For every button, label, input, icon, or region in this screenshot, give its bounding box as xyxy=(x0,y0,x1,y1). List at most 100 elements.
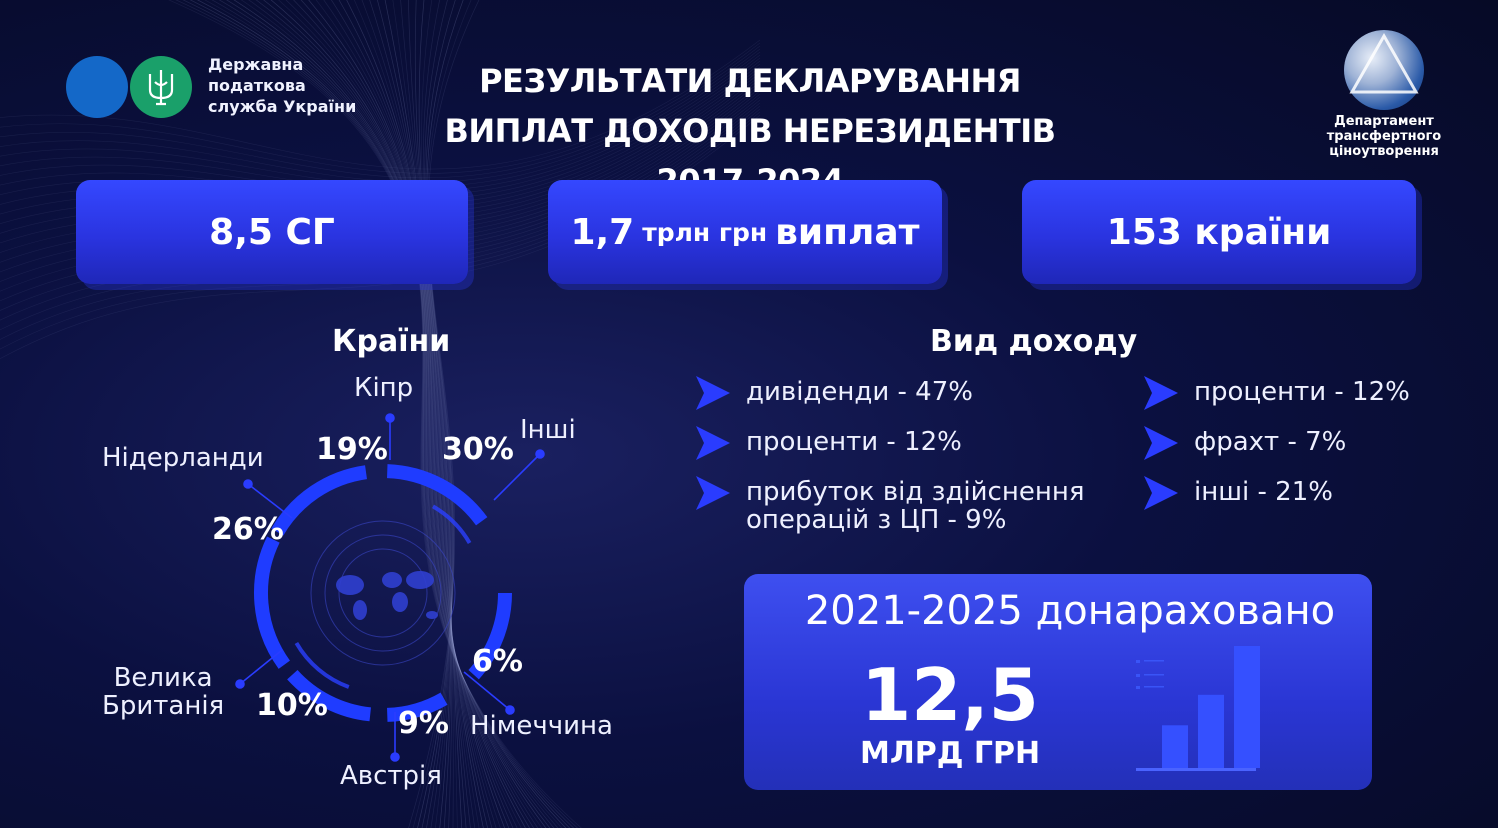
world-map-icon xyxy=(336,571,438,620)
income-item: дивіденди - 47% xyxy=(696,376,1136,410)
income-item: інші - 21% xyxy=(1144,476,1464,510)
stat-card-countries-text: 153 країни xyxy=(1106,211,1332,253)
ring-segment-uk xyxy=(287,669,372,722)
wave-line xyxy=(369,0,471,828)
arrow-icon xyxy=(1144,476,1178,510)
wave-line xyxy=(270,0,526,828)
income-item-label: дивіденди - 47% xyxy=(746,377,973,407)
wave-line xyxy=(408,0,480,828)
wave-line xyxy=(0,42,761,174)
income-item-label: проценти - 12% xyxy=(1194,377,1410,407)
ring-segment-germany xyxy=(468,592,512,680)
wave-line xyxy=(248,0,539,828)
globe-icon xyxy=(1344,30,1424,110)
wave-line xyxy=(323,0,497,828)
leader-dot-netherlands xyxy=(243,479,253,489)
wave-line xyxy=(417,0,464,828)
country-label-germany: Німеччина xyxy=(470,711,613,741)
wave-line xyxy=(175,0,579,828)
income-item: фрахт - 7% xyxy=(1144,426,1464,460)
wave-line xyxy=(0,45,761,179)
leader-line-netherlands xyxy=(247,483,293,519)
wave-line xyxy=(211,0,559,828)
income-item: проценти - 12% xyxy=(1144,376,1464,410)
department-name: Департамент трансфертного ціноутворення xyxy=(1326,114,1442,159)
income-item: прибуток від здійснення операцій з ЦП - … xyxy=(696,476,1136,535)
tick-line xyxy=(1144,660,1164,662)
transfer-pricing-logo: Департамент трансфертного ціноутворення xyxy=(1320,30,1448,170)
ring-inner-circle xyxy=(310,520,456,666)
country-pct-cyprus: 19% xyxy=(316,432,388,467)
income-list-right: проценти - 12% фрахт - 7% інші - 21% xyxy=(1144,376,1464,510)
wave-line xyxy=(424,0,453,828)
wave-line xyxy=(218,0,555,828)
wave-line xyxy=(421,0,456,828)
stat-card-countries: 153 країни xyxy=(1022,180,1416,284)
ring-inner-circle xyxy=(324,534,442,652)
assessed-heading: 2021-2025 донараховано xyxy=(804,588,1336,634)
wave-line xyxy=(400,0,454,828)
income-item: проценти - 12% xyxy=(696,426,1136,460)
ring-segment-cyprus xyxy=(271,465,368,536)
income-item-label: прибуток від здійснення операцій з ЦП - … xyxy=(746,477,1085,535)
growth-bars-icon xyxy=(1136,646,1260,771)
wave-line xyxy=(308,0,506,828)
wave-line xyxy=(392,0,458,828)
wave-line xyxy=(285,0,518,828)
leader-line-uk xyxy=(239,649,283,685)
leader-dot-germany xyxy=(505,705,515,715)
tax-service-name: Державна податкова служба України xyxy=(208,55,357,116)
wave-line xyxy=(422,0,453,828)
assessed-value: 12,5 xyxy=(861,653,1039,737)
leader-dot-austria xyxy=(390,752,400,762)
country-pct-uk: 10% xyxy=(256,688,328,723)
ring-inner-circle xyxy=(338,548,428,638)
wave-line xyxy=(189,0,571,828)
wave-line xyxy=(384,0,463,828)
stat-card-payments-value: 1,7 xyxy=(570,211,635,253)
growth-bar xyxy=(1198,694,1224,768)
income-title: Вид доходу xyxy=(930,324,1138,359)
wave-line xyxy=(315,0,501,828)
wave-line xyxy=(226,0,551,828)
leader-line-germany xyxy=(463,671,511,711)
wave-line xyxy=(414,0,452,828)
ring-segment-netherlands-lower xyxy=(254,536,291,669)
title-line-1: РЕЗУЛЬТАТИ ДЕКЛАРУВАННЯ xyxy=(479,62,1021,100)
income-item-label: фрахт - 7% xyxy=(1194,427,1347,457)
arrow-icon xyxy=(1144,426,1178,460)
arrow-icon xyxy=(696,376,730,410)
countries-ring-chart xyxy=(235,413,545,762)
tax-service-logo: Державна податкова служба України xyxy=(66,52,366,122)
leader-dot-cyprus xyxy=(385,413,395,423)
wave-line xyxy=(0,48,761,183)
ring-inner-arc xyxy=(431,504,472,545)
arrow-icon xyxy=(696,426,730,460)
trident-icon xyxy=(130,56,192,118)
tick-mark xyxy=(1136,674,1140,677)
bars-baseline xyxy=(1136,768,1256,771)
country-label-uk: Велика Британія xyxy=(102,663,225,721)
stat-card-payments-suffix: виплат xyxy=(775,211,920,253)
income-item-label: інші - 21% xyxy=(1194,477,1333,507)
stat-card-payments: 1,7 трлн грн виплат xyxy=(548,180,942,284)
wave-line xyxy=(338,0,489,828)
wave-line xyxy=(408,0,453,828)
wave-line xyxy=(412,0,472,828)
wave-line xyxy=(421,0,452,828)
ring-inner-arc xyxy=(294,641,350,689)
country-label-netherlands: Нідерланди xyxy=(102,443,264,473)
wave-line xyxy=(376,0,467,828)
arrow-icon xyxy=(1144,376,1178,410)
income-item-label: проценти - 12% xyxy=(746,427,962,457)
growth-bar xyxy=(1162,725,1188,768)
assessed-card xyxy=(744,574,1372,790)
income-list-left: дивіденди - 47% проценти - 12% прибуток … xyxy=(696,376,1136,535)
leader-line-others xyxy=(493,453,541,501)
arrow-icon xyxy=(696,476,730,510)
wave-line xyxy=(300,0,510,828)
ring-segment-austria xyxy=(386,692,448,722)
wave-line xyxy=(204,0,563,828)
logo-blue-circle xyxy=(66,56,128,118)
tick-line xyxy=(1144,686,1164,688)
